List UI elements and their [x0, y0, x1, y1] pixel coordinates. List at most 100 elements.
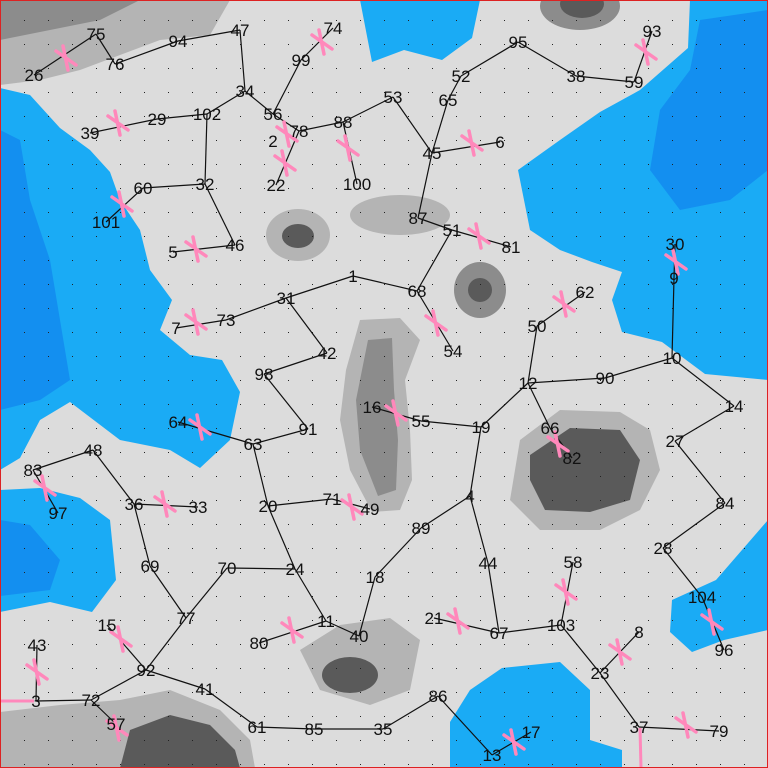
marker-x-icon[interactable] — [54, 44, 78, 72]
node-label-48[interactable]: 48 — [84, 441, 103, 460]
node-label-32[interactable]: 32 — [196, 175, 215, 194]
marker-x-icon[interactable] — [467, 222, 491, 250]
marker-x-icon[interactable] — [153, 490, 177, 518]
node-label-73[interactable]: 73 — [217, 311, 236, 330]
node-label-60[interactable]: 60 — [134, 179, 153, 198]
marker-x-icon[interactable] — [674, 711, 698, 739]
node-label-56[interactable]: 56 — [264, 105, 283, 124]
node-label-1[interactable]: 1 — [348, 267, 357, 286]
node-label-74[interactable]: 74 — [324, 19, 343, 38]
node-label-45[interactable]: 45 — [423, 144, 442, 163]
node-label-7[interactable]: 7 — [171, 319, 180, 338]
node-label-13[interactable]: 13 — [483, 746, 502, 765]
node-label-82[interactable]: 82 — [563, 449, 582, 468]
marker-x-icon[interactable] — [608, 638, 632, 666]
node-label-97[interactable]: 97 — [49, 504, 68, 523]
marker-x-icon[interactable] — [184, 235, 208, 263]
node-label-28[interactable]: 28 — [654, 539, 673, 558]
node-label-58[interactable]: 58 — [564, 553, 583, 572]
node-label-64[interactable]: 64 — [169, 413, 188, 432]
node-label-54[interactable]: 54 — [444, 342, 463, 361]
node-label-15[interactable]: 15 — [98, 616, 117, 635]
node-label-55[interactable]: 55 — [412, 412, 431, 431]
node-label-50[interactable]: 50 — [528, 317, 547, 336]
marker-x-icon[interactable] — [634, 38, 658, 66]
node-label-76[interactable]: 76 — [106, 55, 125, 74]
node-label-71[interactable]: 71 — [323, 490, 342, 509]
node-label-39[interactable]: 39 — [81, 124, 100, 143]
marker-x-icon[interactable] — [336, 134, 360, 162]
node-label-57[interactable]: 57 — [107, 715, 126, 734]
node-label-42[interactable]: 42 — [318, 344, 337, 363]
node-label-37[interactable]: 37 — [630, 718, 649, 737]
node-label-91[interactable]: 91 — [299, 420, 318, 439]
node-label-16[interactable]: 16 — [363, 398, 382, 417]
node-label-3[interactable]: 3 — [31, 692, 40, 711]
marker-x-icon[interactable] — [664, 248, 688, 276]
node-label-41[interactable]: 41 — [196, 680, 215, 699]
marker-x-icon[interactable] — [446, 607, 470, 635]
node-label-44[interactable]: 44 — [479, 554, 498, 573]
node-label-35[interactable]: 35 — [374, 720, 393, 739]
node-label-87[interactable]: 87 — [409, 209, 428, 228]
node-label-34[interactable]: 34 — [236, 82, 255, 101]
node-label-10[interactable]: 10 — [663, 349, 682, 368]
node-label-49[interactable]: 49 — [361, 500, 380, 519]
marker-x-icon[interactable] — [340, 493, 364, 521]
node-label-31[interactable]: 31 — [277, 289, 296, 308]
node-label-100[interactable]: 100 — [343, 175, 371, 194]
node-label-72[interactable]: 72 — [82, 691, 101, 710]
node-label-68[interactable]: 68 — [408, 282, 427, 301]
node-label-86[interactable]: 86 — [429, 687, 448, 706]
node-label-61[interactable]: 61 — [248, 718, 267, 737]
node-label-84[interactable]: 84 — [716, 494, 735, 513]
node-label-67[interactable]: 67 — [490, 624, 509, 643]
node-label-4[interactable]: 4 — [465, 487, 474, 506]
node-label-36[interactable]: 36 — [125, 495, 144, 514]
node-label-66[interactable]: 66 — [541, 419, 560, 438]
marker-x-icon[interactable] — [105, 714, 129, 742]
node-label-81[interactable]: 81 — [502, 238, 521, 257]
node-label-53[interactable]: 53 — [384, 88, 403, 107]
node-label-19[interactable]: 19 — [472, 418, 491, 437]
node-label-33[interactable]: 33 — [189, 498, 208, 517]
node-label-99[interactable]: 99 — [292, 51, 311, 70]
node-label-104[interactable]: 104 — [688, 588, 716, 607]
node-label-38[interactable]: 38 — [567, 67, 586, 86]
node-label-62[interactable]: 62 — [576, 283, 595, 302]
marker-x-icon[interactable] — [184, 308, 208, 336]
node-label-21[interactable]: 21 — [425, 609, 444, 628]
marker-x-icon[interactable] — [273, 149, 297, 177]
node-label-90[interactable]: 90 — [596, 369, 615, 388]
node-label-70[interactable]: 70 — [218, 559, 237, 578]
node-label-103[interactable]: 103 — [547, 616, 575, 635]
node-label-51[interactable]: 51 — [443, 221, 462, 240]
node-label-85[interactable]: 85 — [305, 720, 324, 739]
node-label-52[interactable]: 52 — [452, 67, 471, 86]
marker-x-icon[interactable] — [110, 190, 134, 218]
node-label-11[interactable]: 11 — [317, 612, 335, 631]
node-label-43[interactable]: 43 — [28, 636, 47, 655]
node-label-101[interactable]: 101 — [92, 213, 120, 232]
marker-x-icon[interactable] — [384, 399, 408, 427]
node-label-6[interactable]: 6 — [495, 133, 504, 152]
node-label-40[interactable]: 40 — [350, 627, 369, 646]
node-label-2[interactable]: 2 — [268, 132, 277, 151]
node-label-47[interactable]: 47 — [231, 21, 250, 40]
node-label-77[interactable]: 77 — [177, 609, 196, 628]
node-label-26[interactable]: 26 — [25, 66, 44, 85]
node-label-12[interactable]: 12 — [519, 374, 538, 393]
marker-x-icon[interactable] — [424, 309, 448, 337]
node-label-63[interactable]: 63 — [244, 435, 263, 454]
node-label-17[interactable]: 17 — [522, 723, 541, 742]
node-label-59[interactable]: 59 — [625, 73, 644, 92]
node-label-94[interactable]: 94 — [169, 32, 188, 51]
marker-x-icon[interactable] — [552, 290, 576, 318]
marker-x-icon[interactable] — [109, 625, 133, 653]
node-label-30[interactable]: 30 — [666, 235, 685, 254]
marker-x-icon[interactable] — [502, 728, 526, 756]
node-label-27[interactable]: 27 — [666, 432, 685, 451]
node-label-18[interactable]: 18 — [366, 568, 385, 587]
